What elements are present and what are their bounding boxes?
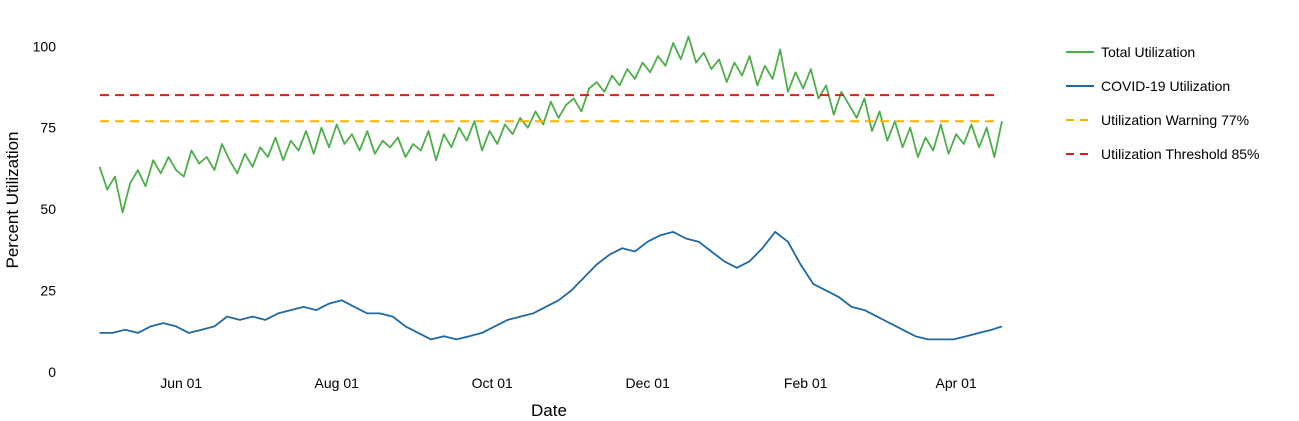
x-tick-label: Feb 01 xyxy=(784,375,828,391)
x-axis-title: Date xyxy=(531,401,567,420)
y-tick-label: 50 xyxy=(40,201,56,217)
legend-label: COVID-19 Utilization xyxy=(1101,78,1230,94)
total-utilization-line xyxy=(98,35,1003,214)
x-tick-label: Oct 01 xyxy=(472,375,513,391)
y-tick-label: 75 xyxy=(40,120,56,136)
legend-label: Total Utilization xyxy=(1101,44,1195,60)
covid-19-utilization-line xyxy=(99,230,1003,341)
y-axis-title: Percent Utilization xyxy=(3,131,22,268)
x-tick-label: Apr 01 xyxy=(935,375,976,391)
y-axis-ticks: 0 25 50 75 100 xyxy=(33,38,57,380)
legend: Total Utilization COVID-19 Utilization Uti… xyxy=(1066,44,1260,162)
x-tick-label: Dec 01 xyxy=(626,375,671,391)
x-tick-label: Aug 01 xyxy=(315,375,360,391)
legend-label: Utilization Warning 77% xyxy=(1101,112,1249,128)
x-tick-label: Jun 01 xyxy=(160,375,202,391)
x-axis-ticks: Jun 01 Aug 01 Oct 01 Dec 01 Feb 01 Apr 01 xyxy=(160,375,977,391)
y-tick-label: 25 xyxy=(40,283,56,299)
legend-label: Utilization Threshold 85% xyxy=(1101,146,1260,162)
y-tick-label: 100 xyxy=(33,38,57,54)
y-tick-label: 0 xyxy=(48,364,56,380)
plot-area xyxy=(98,35,1003,341)
